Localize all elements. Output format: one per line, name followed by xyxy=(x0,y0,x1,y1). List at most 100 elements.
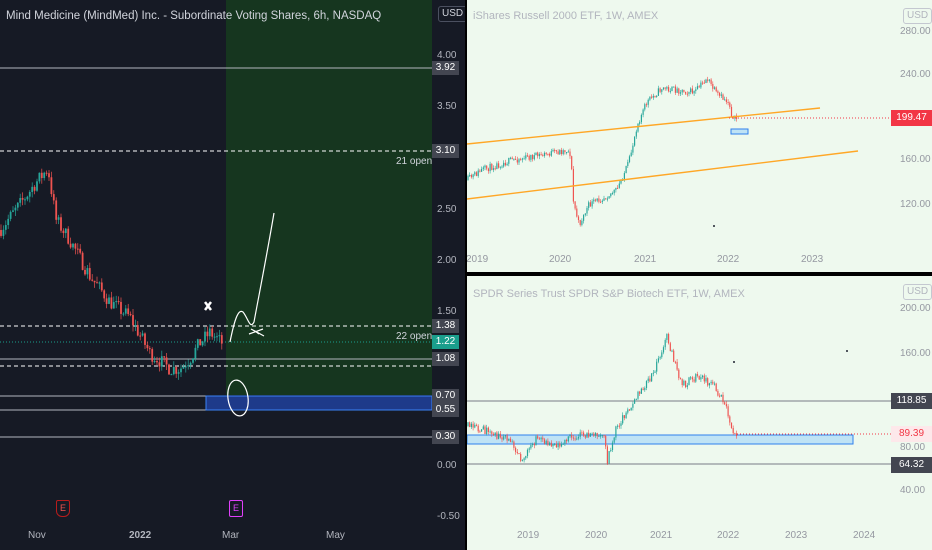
iwm-chart-pane[interactable]: iShares Russell 2000 ETF, 1W, AMEX USD 2… xyxy=(467,0,932,272)
candle-body xyxy=(538,438,540,440)
candle-body xyxy=(700,82,702,88)
candle-body xyxy=(696,374,699,376)
candle-body xyxy=(678,88,680,94)
candle-body xyxy=(552,444,554,447)
candle-body xyxy=(656,95,658,97)
scribble-x-drawing[interactable] xyxy=(248,328,265,337)
projection-path-drawing[interactable] xyxy=(229,212,275,343)
currency-label[interactable]: USD xyxy=(903,284,932,300)
candle-body xyxy=(515,447,517,452)
time-tick-label: 2023 xyxy=(801,254,824,265)
mnmd-chart-pane[interactable]: Mind Medicine (MindMed) Inc. - Subordina… xyxy=(0,0,465,550)
candle-body xyxy=(9,211,12,219)
xbi-chart-canvas[interactable] xyxy=(467,276,932,550)
candle-body xyxy=(583,432,585,436)
candle-body xyxy=(475,424,478,426)
candle-body xyxy=(136,325,139,336)
candle-body xyxy=(540,437,542,440)
candle-body xyxy=(492,433,495,435)
currency-label[interactable]: USD xyxy=(438,6,465,22)
support-zone-rect[interactable] xyxy=(467,434,854,445)
candle-body xyxy=(146,344,149,349)
candle-body xyxy=(608,196,610,199)
candle-body xyxy=(108,297,110,304)
candle-body xyxy=(518,159,520,163)
earnings-marker-icon[interactable]: E xyxy=(56,500,70,517)
candle-body xyxy=(486,427,488,434)
candle-body xyxy=(216,336,218,338)
candle-body xyxy=(129,314,132,316)
support-zone-rect[interactable] xyxy=(730,128,749,135)
candle-body xyxy=(606,198,608,200)
candle-body xyxy=(470,175,472,178)
candle-body xyxy=(492,168,495,170)
candle-body xyxy=(564,150,566,153)
candle-body xyxy=(115,301,118,303)
candle-body xyxy=(127,308,130,315)
price-tick-label: 40.00 xyxy=(900,485,926,496)
candle-body xyxy=(720,394,722,397)
x-mark-icon[interactable] xyxy=(204,301,212,311)
candle-body xyxy=(55,200,58,220)
candle-body xyxy=(557,151,559,155)
candle-body xyxy=(189,362,192,366)
candle-body xyxy=(691,88,693,94)
candle-body xyxy=(220,335,223,344)
price-tick-label: -0.50 xyxy=(437,511,460,523)
candle-body xyxy=(48,173,50,178)
candle-body xyxy=(652,372,654,374)
candle-body xyxy=(681,89,683,93)
channel-lower-line[interactable] xyxy=(467,150,859,200)
pane-divider-horizontal[interactable] xyxy=(467,272,932,276)
candle-body xyxy=(204,331,206,342)
candle-body xyxy=(540,154,542,156)
candle-body xyxy=(470,423,472,428)
candle-body xyxy=(671,86,673,92)
candle-body xyxy=(489,163,491,172)
candle-body xyxy=(38,172,41,182)
candle-body xyxy=(666,87,668,89)
candle-body xyxy=(501,166,503,168)
candle-body xyxy=(549,153,551,156)
last-price-tag: 199.47 xyxy=(891,110,932,126)
candle-body xyxy=(479,170,481,172)
candle-body xyxy=(685,91,687,94)
candle-body xyxy=(710,79,712,84)
currency-label[interactable]: USD xyxy=(903,8,932,24)
candle-body xyxy=(674,86,676,93)
candle-body xyxy=(516,451,518,454)
channel-upper-line[interactable] xyxy=(467,107,821,145)
earnings-marker-upcoming-icon[interactable]: E xyxy=(229,500,243,517)
candle-body xyxy=(661,352,663,358)
chart-title: iShares Russell 2000 ETF, 1W, AMEX xyxy=(473,10,659,22)
candle-body xyxy=(81,252,84,270)
candle-body xyxy=(693,91,695,94)
candle-body xyxy=(52,194,55,201)
price-tick-label: 280.00 xyxy=(900,26,931,37)
candle-body xyxy=(579,220,581,225)
candle-body xyxy=(730,106,733,117)
candle-body xyxy=(153,360,156,362)
candle-body xyxy=(124,308,127,314)
pane-divider-vertical[interactable] xyxy=(465,0,467,550)
candle-body xyxy=(560,149,563,155)
candle-body xyxy=(491,431,493,434)
mnmd-chart-canvas[interactable] xyxy=(0,0,465,550)
candle-body xyxy=(715,383,717,391)
candle-body xyxy=(187,365,190,367)
candle-body xyxy=(712,381,714,384)
candle-body xyxy=(559,149,561,155)
candle-body xyxy=(14,207,17,211)
candle-body xyxy=(93,280,96,283)
candle-body xyxy=(26,196,29,200)
candle-body xyxy=(508,157,510,164)
iwm-chart-canvas[interactable] xyxy=(467,0,932,272)
candle-body xyxy=(589,202,591,207)
circle-drawing[interactable] xyxy=(226,379,251,417)
xbi-chart-pane[interactable]: SPDR Series Trust SPDR S&P Biotech ETF, … xyxy=(467,276,932,550)
candle-body xyxy=(678,369,680,379)
candle-body xyxy=(160,356,163,367)
candle-body xyxy=(671,350,673,352)
demand-zone-rect[interactable] xyxy=(205,395,433,411)
candle-body xyxy=(515,158,517,160)
